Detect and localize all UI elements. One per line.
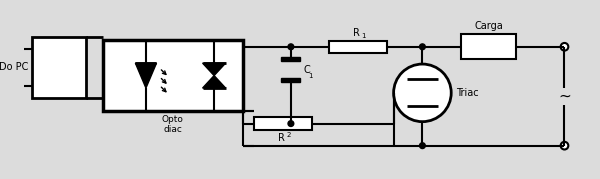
Polygon shape	[407, 93, 438, 106]
Text: Opto
diac: Opto diac	[162, 115, 184, 134]
Text: R: R	[278, 133, 285, 143]
Bar	[281, 57, 301, 61]
Circle shape	[560, 43, 568, 51]
Polygon shape	[407, 79, 438, 93]
Bar	[281, 78, 301, 82]
Bar	[103, 40, 243, 111]
Circle shape	[394, 64, 451, 122]
Text: C: C	[304, 65, 310, 75]
Circle shape	[288, 121, 294, 126]
Text: Do PC: Do PC	[0, 62, 29, 72]
Bar	[32, 37, 86, 98]
Text: 1: 1	[308, 73, 313, 79]
Text: 1: 1	[361, 33, 365, 39]
Circle shape	[560, 142, 568, 149]
Polygon shape	[203, 76, 226, 88]
Polygon shape	[203, 63, 226, 76]
Circle shape	[419, 44, 425, 50]
Bar	[461, 34, 517, 59]
Circle shape	[288, 44, 294, 50]
Text: ~: ~	[558, 89, 571, 104]
Circle shape	[419, 143, 425, 149]
Bar	[254, 117, 312, 130]
Text: 2: 2	[286, 132, 290, 138]
Text: R: R	[353, 28, 359, 38]
Text: Carga: Carga	[474, 21, 503, 32]
Polygon shape	[136, 63, 157, 88]
Text: Triac: Triac	[456, 88, 479, 98]
Bar	[329, 40, 387, 53]
